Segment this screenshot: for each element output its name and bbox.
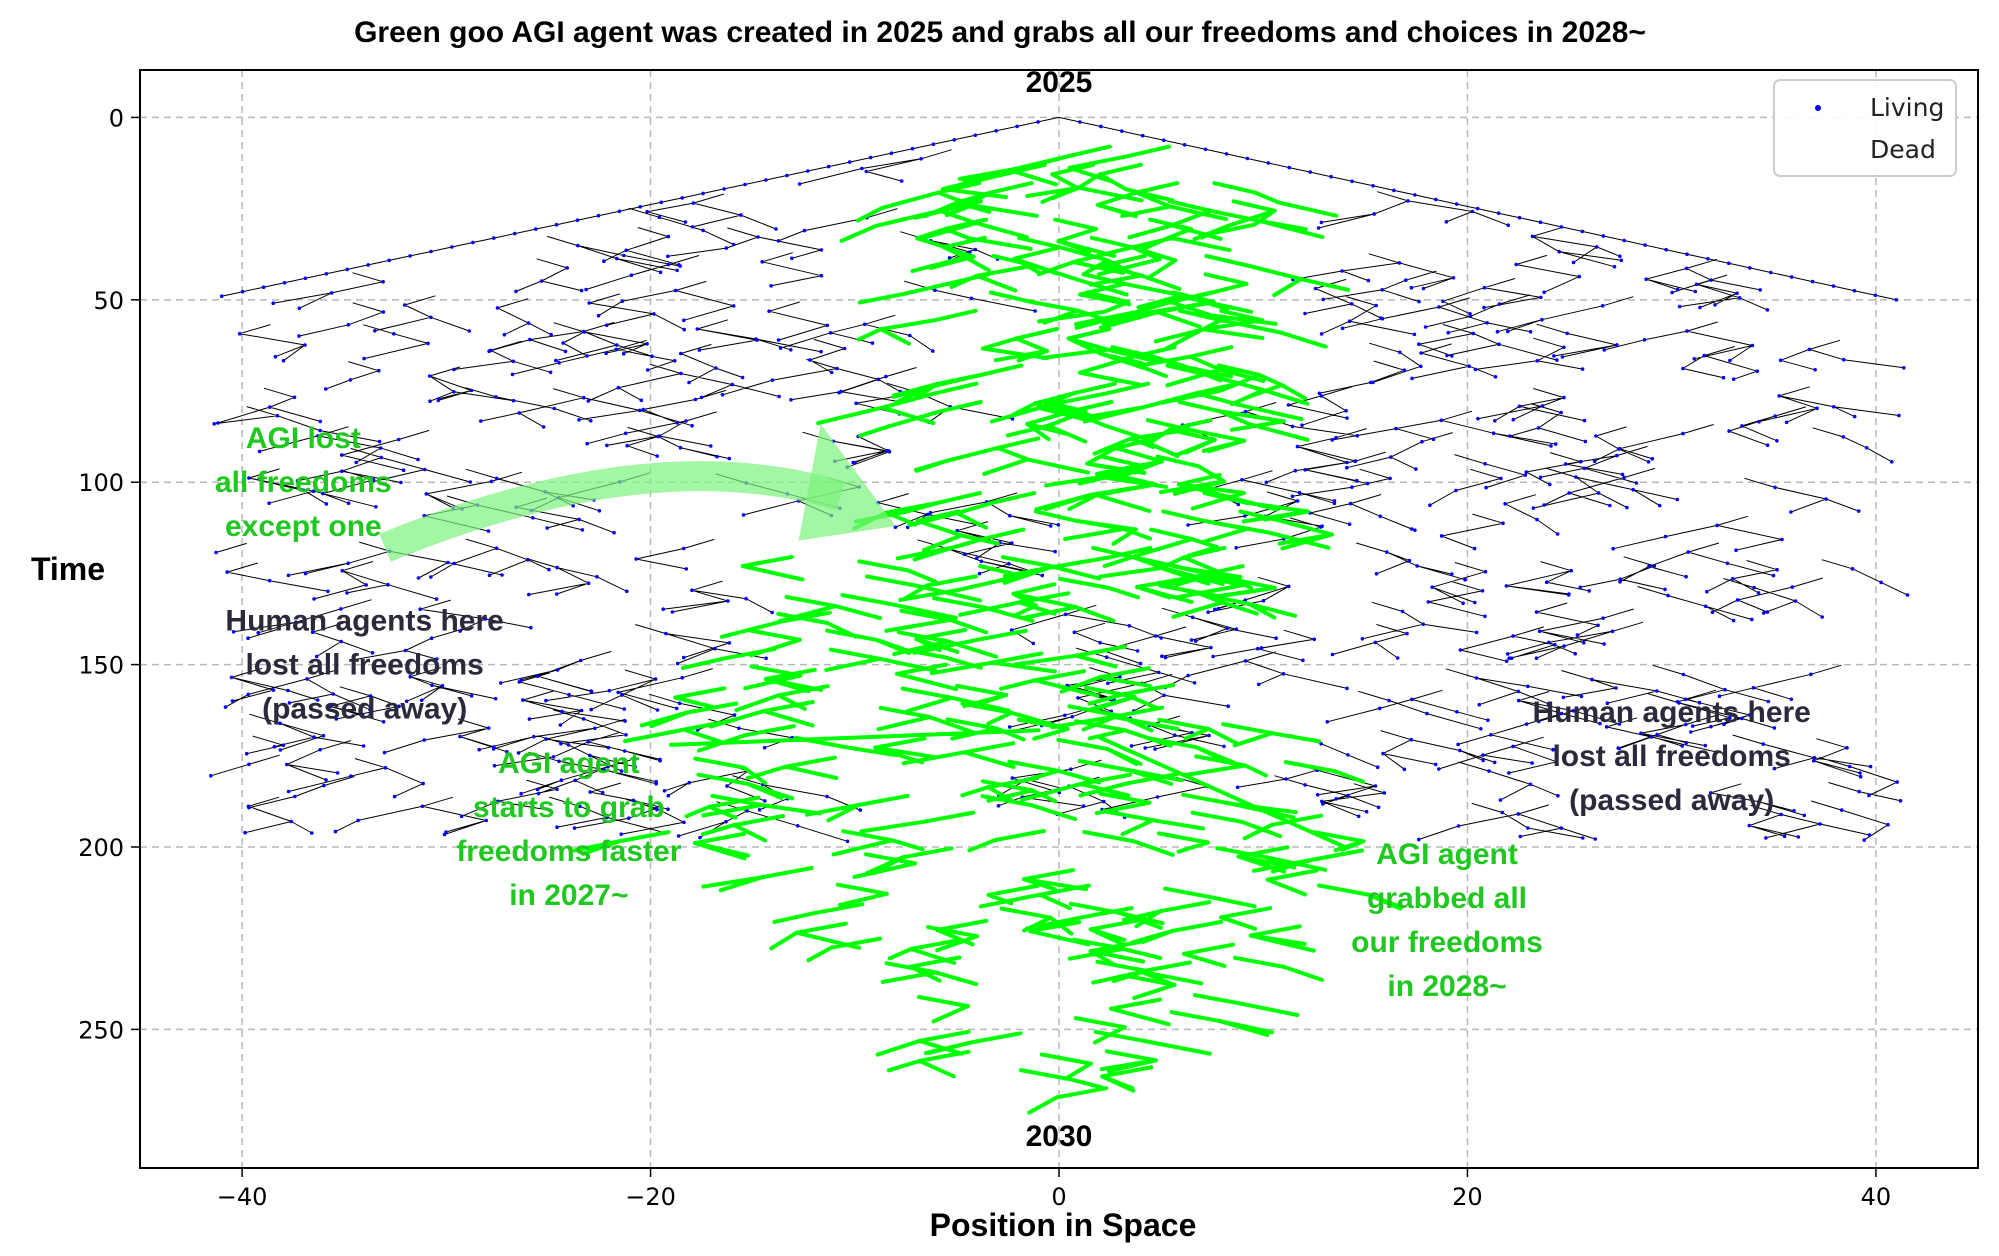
- annotation-line: lost all freedoms: [1552, 740, 1790, 773]
- x-tick-label: −20: [625, 1183, 676, 1211]
- y-tick-label: 100: [78, 469, 124, 497]
- annotation-line: grabbed all: [1367, 882, 1527, 915]
- chart-title: Green goo AGI agent was created in 2025 …: [354, 16, 1646, 49]
- legend-label-living: Living: [1870, 93, 1944, 122]
- x-tick-label: 20: [1452, 1183, 1483, 1211]
- legend-box: [1773, 79, 1957, 177]
- annotation-line: freedoms faster: [456, 835, 681, 868]
- x-tick-label: −40: [217, 1183, 268, 1211]
- legend-label-dead: Dead: [1870, 135, 1936, 164]
- y-tick-label: 250: [78, 1016, 124, 1044]
- annotation-line: except one: [225, 510, 382, 543]
- annotation-line: starts to grab: [473, 791, 665, 824]
- arrow-head: [798, 423, 896, 541]
- year-label: 2025: [1026, 66, 1093, 99]
- annotation-line: in 2028~: [1387, 970, 1506, 1003]
- year-label: 2030: [1026, 1120, 1093, 1153]
- x-tick-label: 0: [1051, 1183, 1066, 1211]
- annotation-arrow: [379, 423, 896, 562]
- y-tick-label: 150: [78, 652, 124, 680]
- annotation-line: (passed away): [262, 693, 467, 726]
- arrow-shaft: [379, 461, 845, 562]
- annotation-line: all freedoms: [215, 466, 392, 499]
- x-axis: −40 −20 0 20 40: [217, 1168, 1891, 1211]
- annotation-line: in 2027~: [509, 879, 628, 912]
- annotations: 2025 2030 AGI lost all freedoms except one Hu…: [215, 66, 1811, 1153]
- y-axis: 0 50 100 150 200 250: [78, 104, 140, 1044]
- agi-branches: [572, 144, 1403, 1115]
- annotation-line: our freedoms: [1351, 926, 1543, 959]
- agent-tree: [209, 116, 1910, 1115]
- y-tick-label: 200: [78, 834, 124, 862]
- legend: Living Dead: [1773, 79, 1957, 177]
- y-tick-label: 50: [93, 287, 124, 315]
- y-axis-label: Time: [31, 551, 105, 587]
- annotation-line: AGI agent: [1376, 838, 1518, 871]
- legend-marker-living: [1815, 105, 1821, 111]
- annotation-line: lost all freedoms: [245, 649, 483, 682]
- x-axis-label: Position in Space: [930, 1207, 1197, 1243]
- annotation-line: (passed away): [1569, 784, 1774, 817]
- x-tick-label: 40: [1861, 1183, 1892, 1211]
- annotation-line: Human agents here: [225, 605, 503, 638]
- annotation-line: Human agents here: [1532, 696, 1810, 729]
- annotation-line: AGI lost: [246, 422, 361, 455]
- y-tick-label: 0: [109, 104, 124, 132]
- annotation-line: AGI agent: [498, 747, 640, 780]
